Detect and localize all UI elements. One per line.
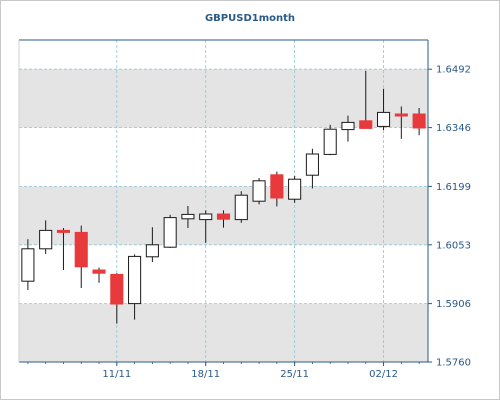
- candle: [252, 178, 266, 205]
- candle: [216, 210, 231, 228]
- candle: [128, 254, 142, 320]
- y-tick-label: 1.5906: [436, 299, 471, 310]
- candle-body-down: [412, 113, 426, 129]
- candle-body-up: [21, 248, 35, 282]
- candle: [56, 228, 71, 270]
- candle: [288, 176, 302, 203]
- candle-body-down: [110, 273, 124, 305]
- candle-body-down: [216, 213, 231, 220]
- x-tick-label: 02/12: [369, 369, 398, 380]
- candle: [376, 88, 391, 130]
- candle-body-up: [288, 178, 302, 200]
- candle-body-up: [199, 213, 213, 221]
- candle-body-up: [181, 213, 195, 220]
- candle-body-up: [145, 244, 159, 258]
- candles: [21, 70, 426, 324]
- candle: [163, 214, 177, 248]
- candle-body-up: [234, 194, 248, 221]
- candle-body-down: [92, 269, 106, 274]
- candle-body-up: [305, 153, 319, 176]
- candle-body-up: [323, 128, 337, 155]
- candle: [199, 210, 213, 243]
- y-tick-label: 1.6199: [436, 182, 471, 193]
- candle: [270, 171, 284, 207]
- y-tick-label: 1.5760: [436, 358, 471, 369]
- candle-body-down: [270, 174, 284, 199]
- y-tick-label: 1.6346: [436, 123, 471, 134]
- candle-body-down: [74, 231, 88, 268]
- candle: [323, 124, 337, 156]
- y-tick-label: 1.6053: [436, 240, 471, 251]
- candle: [39, 220, 53, 254]
- candle: [74, 225, 88, 288]
- candle: [234, 191, 248, 223]
- candle: [21, 239, 35, 290]
- candle-body-up: [163, 217, 177, 248]
- plot-band: [19, 69, 428, 128]
- x-axis: 11/11 18/11 25/11 02/12: [27, 362, 420, 380]
- x-tick-label: 11/11: [102, 369, 131, 380]
- candle-body-down: [359, 120, 373, 129]
- candle: [145, 227, 159, 262]
- candle-body-up: [376, 111, 391, 127]
- candle: [305, 148, 319, 189]
- candle: [341, 115, 355, 142]
- candle: [110, 273, 124, 324]
- y-axis: 1.6492 1.6346 1.6199 1.6053 1.5906 1.5760: [428, 65, 471, 369]
- chart-title: GBPUSD1month: [204, 13, 296, 24]
- y-tick-label: 1.6492: [436, 65, 471, 76]
- x-tick-label: 18/11: [191, 369, 220, 380]
- candle-body-up: [39, 229, 53, 250]
- candle: [412, 108, 426, 136]
- candle-body-up: [128, 255, 142, 305]
- candle: [92, 267, 106, 283]
- candle-body-down: [394, 113, 408, 117]
- candle: [181, 206, 195, 228]
- candle: [394, 106, 408, 139]
- plot-background: [19, 40, 428, 362]
- candle-body-down: [56, 229, 71, 233]
- plot-band: [19, 303, 428, 362]
- x-tick-label: 25/11: [280, 369, 309, 380]
- candle-body-up: [252, 180, 266, 202]
- candle-body-up: [341, 121, 355, 131]
- candle: [359, 70, 373, 129]
